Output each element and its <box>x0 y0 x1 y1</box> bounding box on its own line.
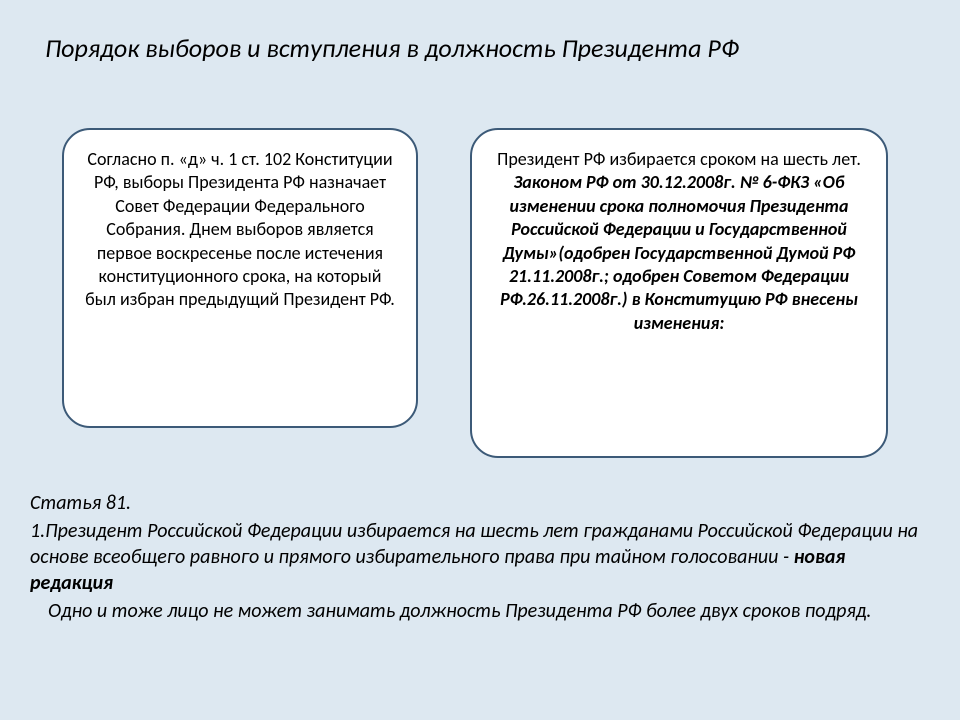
box-right-text-bold: Законом РФ от 30.12.2008г. № 6-ФКЗ «Об и… <box>500 171 858 333</box>
article-heading: Статья 81. <box>30 490 920 516</box>
article-p1-text: 1.Президент Российской Федерации избирае… <box>30 519 918 569</box>
page-title: Порядок выборов и вступления в должность… <box>45 32 915 64</box>
article-block: Статья 81. 1.Президент Российской Федера… <box>30 490 920 624</box>
article-paragraph-2: Одно и тоже лицо не может занимать должн… <box>30 598 920 624</box>
info-box-right: Президент РФ избирается сроком на шесть … <box>470 128 888 458</box>
box-left-text: Согласно п. «д» ч. 1 ст. 102 Конституции… <box>85 148 395 310</box>
article-paragraph-1: 1.Президент Российской Федерации избирае… <box>30 518 920 596</box>
info-box-left: Согласно п. «д» ч. 1 ст. 102 Конституции… <box>62 128 418 428</box>
box-right-text-normal: Президент РФ избирается сроком на шесть … <box>497 148 861 170</box>
